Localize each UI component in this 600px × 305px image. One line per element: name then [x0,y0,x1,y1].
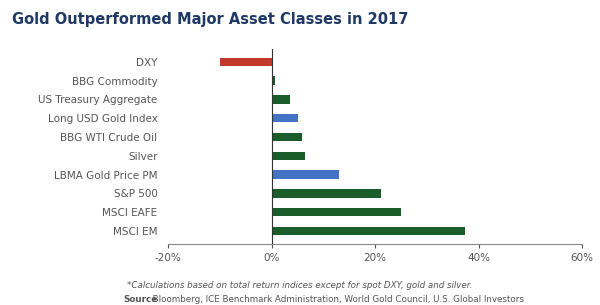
Bar [271,114,298,123]
Bar [220,58,271,66]
Text: *Calculations based on total return indices except for spot DXY, gold and silver: *Calculations based on total return indi… [127,281,473,290]
Bar [271,189,380,198]
Text: ●: ● [296,295,304,304]
Bar [271,152,305,160]
Text: Source: Source [123,295,157,304]
Text: : Bloomberg, ICE Benchmark Administration, World Gold Council, U.S. Global Inves: : Bloomberg, ICE Benchmark Administratio… [147,295,524,304]
Text: Gold Outperformed Major Asset Classes in 2017: Gold Outperformed Major Asset Classes in… [12,12,409,27]
Bar [271,208,401,216]
Bar [271,227,464,235]
Bar [271,170,339,179]
Bar [271,95,290,104]
Bar [271,133,302,141]
Bar [271,77,275,85]
